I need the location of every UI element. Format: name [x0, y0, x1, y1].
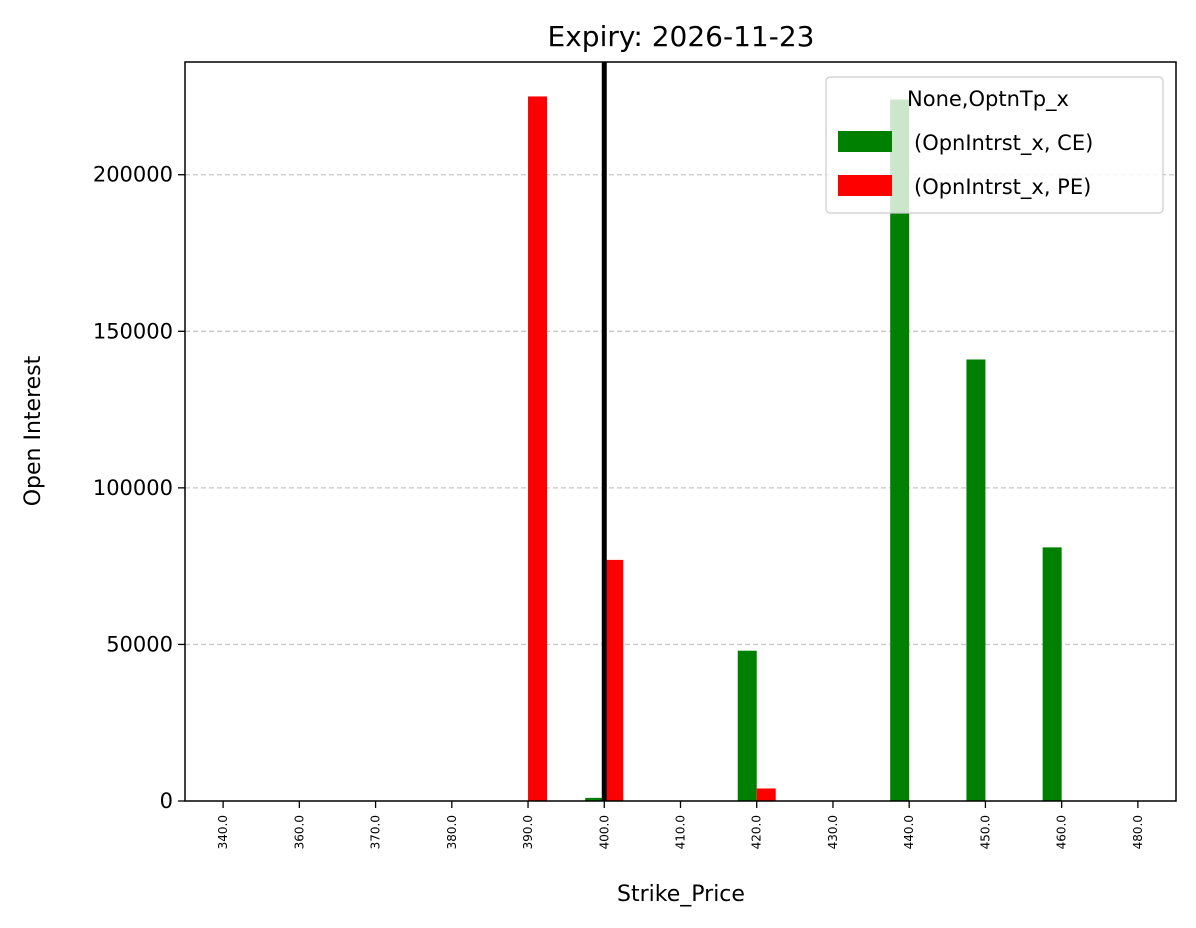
legend-label-ce: (OpnIntrst_x, CE) [914, 131, 1093, 156]
x-axis: 340.0 360.0 370.0 380.0 390.0 400.0 410.0 420.0… [216, 801, 1145, 849]
legend-swatch-pe [838, 175, 892, 196]
bar-pe-390.0 [528, 96, 548, 801]
chart-title: Expiry: 2026-11-23 [548, 20, 815, 53]
x-tick-label: 370.0 [369, 815, 383, 849]
grid-lines [185, 174, 1176, 646]
x-tick-label: 460.0 [1055, 815, 1069, 849]
bar-ce-450.0 [966, 359, 986, 801]
bar-ce-420.0 [737, 650, 757, 801]
x-tick-label: 400.0 [597, 815, 611, 849]
y-tick-label: 100000 [93, 476, 173, 500]
x-tick-label: 480.0 [1131, 815, 1145, 849]
x-tick-label: 360.0 [292, 815, 306, 849]
x-tick-label: 380.0 [445, 815, 459, 849]
x-tick-label: 410.0 [674, 815, 688, 849]
y-tick-label: 200000 [93, 163, 173, 187]
bar-pe-400.0 [604, 559, 624, 801]
bar-ce-400.0 [585, 797, 605, 801]
x-axis-label: Strike_Price [617, 882, 745, 907]
y-tick-label: 50000 [106, 632, 173, 656]
x-tick-label: 440.0 [902, 815, 916, 849]
y-axis-label: Open Interest [21, 355, 46, 506]
legend-label-pe: (OpnIntrst_x, PE) [914, 175, 1091, 200]
x-tick-label: 420.0 [750, 815, 764, 849]
bar-pe-420.0 [756, 788, 776, 801]
x-tick-label: 450.0 [978, 815, 992, 849]
y-tick-label: 150000 [93, 319, 173, 343]
x-tick-label: 390.0 [521, 815, 535, 849]
legend-title: None,OptnTp_x [907, 87, 1069, 112]
legend-swatch-ce [838, 131, 892, 152]
x-tick-label: 340.0 [216, 815, 230, 849]
y-tick-label: 0 [160, 789, 173, 813]
bar-ce-440.0 [890, 99, 910, 801]
bar-ce-460.0 [1042, 547, 1062, 801]
legend: None,OptnTp_x (OpnIntrst_x, CE) (OpnIntr… [825, 76, 1164, 214]
y-axis: 0 50000 100000 150000 200000 [93, 163, 185, 813]
bars [528, 96, 1062, 801]
x-tick-label: 430.0 [826, 815, 840, 849]
legend-box [825, 76, 1164, 214]
